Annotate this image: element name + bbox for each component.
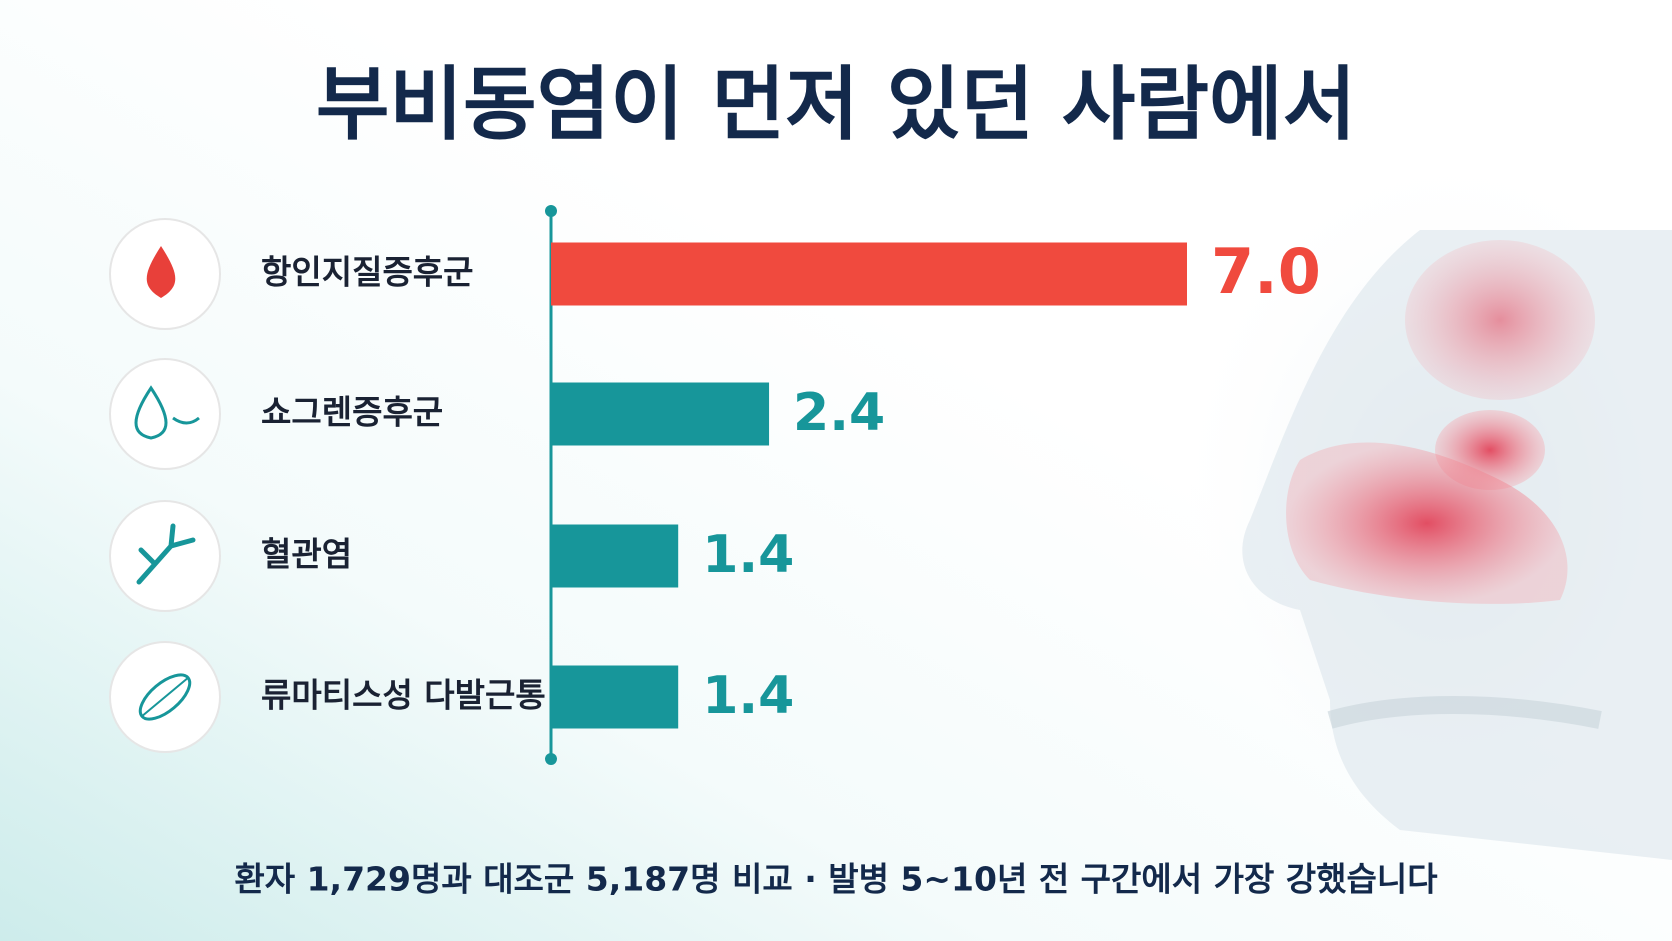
bar — [551, 524, 679, 588]
value-label: 1.4 — [702, 525, 794, 585]
icons — [109, 218, 221, 753]
axis-end — [545, 753, 557, 765]
category-label: 류마티스성 다발근통 — [261, 676, 546, 715]
category-label: 혈관염 — [261, 535, 352, 574]
value-label: 7.0 — [1211, 235, 1321, 308]
value-label: 2.4 — [793, 383, 885, 443]
bar — [551, 242, 1187, 306]
axis-end — [545, 205, 557, 217]
nose-illustration — [1190, 170, 1672, 860]
category-label: 쇼그렌증후군 — [261, 393, 443, 432]
value-label: 1.4 — [702, 666, 794, 726]
category-label: 항인지질증후군 — [261, 253, 474, 292]
footnote: 환자 1,729명과 대조군 5,187명 비교 · 발병 5~10년 전 구간… — [234, 860, 1438, 899]
bar — [551, 665, 679, 729]
bar — [551, 382, 770, 446]
chart-title: 부비동염이 먼저 있던 사람에서 — [316, 58, 1356, 151]
